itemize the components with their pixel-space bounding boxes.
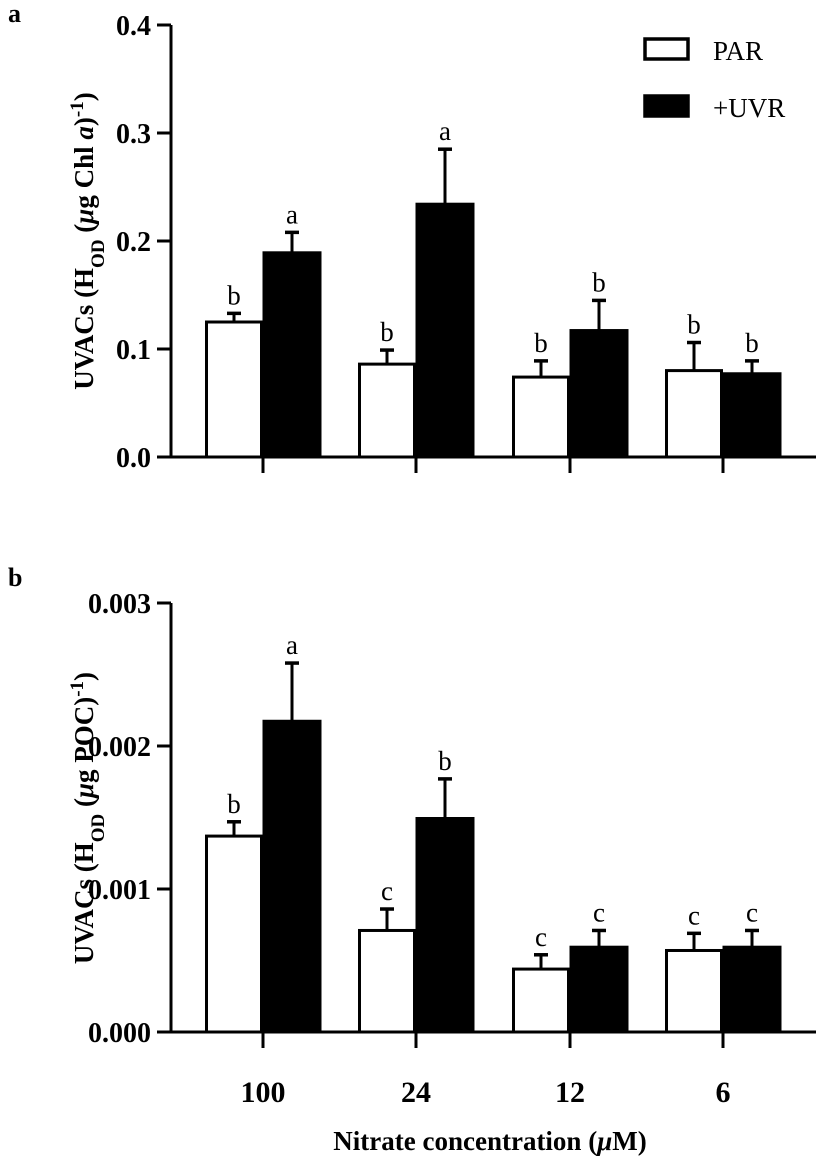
significance-letter: b: [227, 789, 241, 819]
x-axis-title-mu: μ: [595, 1126, 612, 1156]
significance-letter: a: [286, 199, 298, 229]
y-axis-title-ital: a: [69, 126, 99, 140]
y-axis-title-mid: (: [69, 798, 99, 814]
significance-letter: c: [688, 900, 700, 930]
y-tick-label: 0.002: [88, 732, 151, 763]
legend-swatch-par: [643, 37, 690, 61]
bar-uvr-100: [262, 251, 322, 458]
panel-a: a 0.0 0.1 0.2 0.3 0.4 UVACs (HOD (μg Chl a)-1)…: [8, 0, 816, 474]
bar-uvr-100: [262, 719, 322, 1033]
y-axis-title-end: ): [69, 92, 99, 101]
y-tick-label: 0.4: [116, 11, 151, 42]
y-axis-title-sup: -1: [67, 101, 88, 117]
significance-letter: a: [286, 630, 298, 660]
x-tick-label: 100: [241, 1076, 286, 1109]
x-axis-title: Nitrate concentration (μM): [333, 1126, 646, 1156]
y-axis-title-close: ): [69, 117, 99, 126]
y-axis-title-sub: OD: [88, 239, 109, 268]
y-axis-title-g: g POC: [69, 706, 99, 783]
y-axis-title-mu: μ: [69, 209, 99, 226]
panel-label: b: [8, 563, 22, 592]
significance-letter: c: [381, 876, 393, 906]
x-axis-title-main: Nitrate concentration (: [333, 1126, 597, 1156]
y-tick-label: 0.000: [88, 1018, 151, 1049]
panel-label: a: [8, 0, 21, 28]
y-tick-label: 0.1: [116, 335, 151, 366]
y-axis-title-close: ): [69, 697, 99, 706]
bar-par-6: [665, 948, 723, 1034]
significance-letter: b: [380, 317, 394, 347]
significance-letter: c: [593, 897, 605, 927]
bar-par-12: [512, 375, 570, 459]
significance-letter: b: [227, 280, 241, 310]
legend-swatch-uvr: [643, 94, 690, 118]
y-tick-label: 0.2: [116, 227, 151, 258]
bar-par-24: [358, 362, 416, 459]
significance-letter: a: [439, 116, 451, 146]
significance-letter: b: [745, 328, 759, 358]
y-tick-label: 0.003: [88, 589, 151, 620]
legend-label: +UVR: [713, 93, 785, 123]
y-tick-label: 0.3: [116, 119, 151, 150]
y-axis-title-mid: (: [69, 224, 99, 240]
significance-letter: c: [746, 897, 758, 927]
legend: PAR +UVR: [643, 36, 785, 123]
x-tick-label: 12: [555, 1076, 585, 1109]
y-axis-title-pre: UVACs (H: [69, 268, 99, 390]
x-tick-label: 24: [401, 1076, 431, 1109]
bar-uvr-24: [415, 817, 475, 1033]
bar-par-6: [665, 369, 723, 459]
bar-par-24: [358, 928, 416, 1034]
y-axis-title: UVACs (HOD (μg Chl a)-1): [67, 92, 109, 389]
y-axis-title-pre: UVACs (H: [69, 842, 99, 964]
y-axis-title-sup: -1: [67, 681, 88, 697]
bar-uvr-12: [569, 329, 629, 458]
legend-label: PAR: [713, 36, 763, 66]
y-axis-title-mu: μ: [69, 783, 99, 800]
bar-par-12: [512, 967, 570, 1034]
bar-uvr-24: [415, 202, 475, 458]
bar-uvr-12: [569, 945, 629, 1033]
y-axis-title-end: ): [69, 672, 99, 681]
significance-letter: b: [592, 267, 606, 297]
x-axis-title-end: M): [612, 1126, 646, 1156]
y-axis-title-g: g Chl: [69, 140, 99, 209]
y-axis-title: UVACs (HOD (μg POC)-1): [67, 672, 109, 964]
bar-par-100: [205, 320, 263, 459]
y-tick-label: 0.0: [116, 443, 151, 474]
bar-uvr-6: [722, 372, 782, 458]
significance-letter: b: [687, 310, 701, 340]
bar-par-100: [205, 834, 263, 1034]
y-tick-label: 0.001: [88, 875, 151, 906]
panel-b: b 0.000 0.001 0.002 0.003 UVACs (HOD (μg POC)…: [8, 563, 816, 1109]
bar-uvr-6: [722, 945, 782, 1033]
significance-letter: b: [534, 328, 548, 358]
significance-letter: b: [438, 746, 452, 776]
x-tick-label: 6: [716, 1076, 731, 1109]
significance-letter: c: [535, 922, 547, 952]
y-axis-title-sub: OD: [88, 814, 109, 843]
